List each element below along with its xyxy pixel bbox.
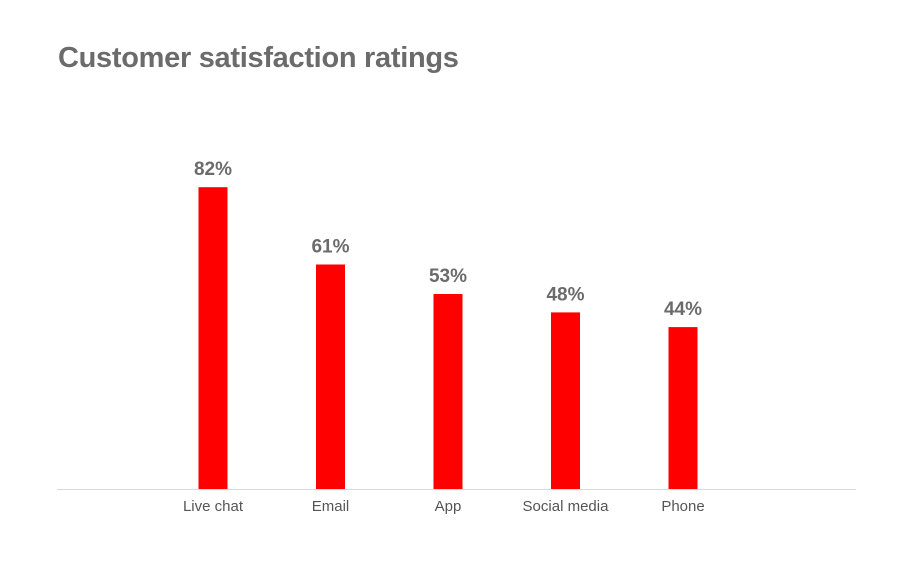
bar-phone <box>668 327 698 489</box>
x-tick-label: Phone <box>661 498 704 515</box>
bar-social-media <box>551 312 580 489</box>
bar-app <box>433 294 463 489</box>
data-label: 44% <box>664 299 702 320</box>
bar-email <box>316 264 345 489</box>
x-tick-label: Live chat <box>183 498 244 515</box>
data-label: 53% <box>429 266 467 287</box>
data-label: 82% <box>194 159 232 180</box>
chart-title: Customer satisfaction ratings <box>58 42 459 74</box>
bar-live-chat <box>198 187 228 489</box>
data-label: 48% <box>546 284 584 305</box>
data-label: 61% <box>311 237 349 258</box>
x-tick-label: Social media <box>523 498 610 515</box>
x-tick-label: Email <box>312 498 350 515</box>
x-tick-label: App <box>435 498 462 515</box>
